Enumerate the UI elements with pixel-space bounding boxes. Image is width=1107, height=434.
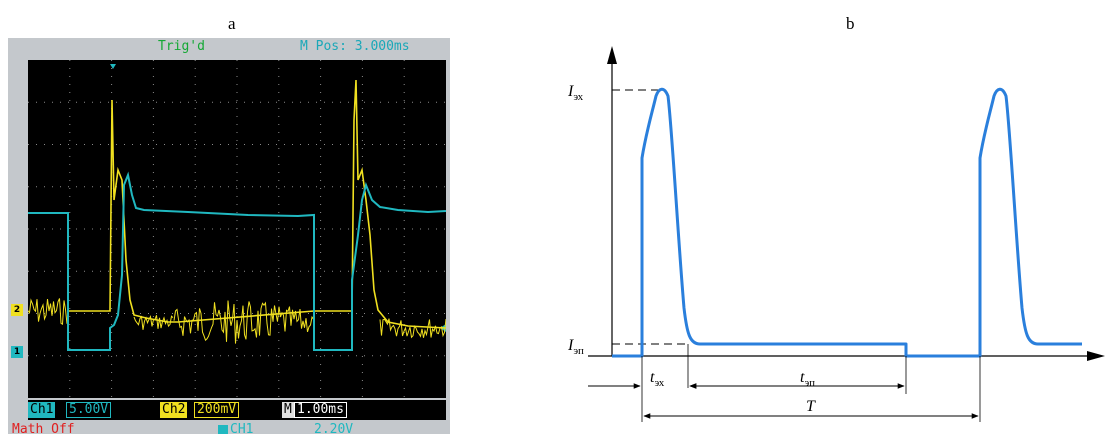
trigger-source-icon: [218, 425, 228, 434]
trigger-level: 2.20V: [314, 422, 354, 434]
y-axis-arrow: [607, 46, 617, 64]
ch2-noise-segment: [173, 300, 314, 344]
pulse-waveform: [612, 87, 1082, 358]
trigger-position-marker: [110, 64, 116, 69]
oscilloscope-traces: [28, 60, 446, 398]
scope-status-bar: Ch1 5.00V Ch2 200mV M 1.00ms: [28, 400, 446, 420]
oscilloscope-screen: [28, 60, 446, 398]
trigger-source: CH1: [230, 422, 254, 434]
period-label: T: [806, 398, 816, 415]
ch2-label: Ch2: [160, 402, 188, 418]
panel-label-b: b: [846, 14, 855, 33]
x-axis-arrow: [1087, 351, 1105, 361]
y-label-high: Iэх: [567, 83, 584, 103]
t2-label: tэп: [800, 369, 815, 389]
ch2-noise-segment: [28, 298, 68, 326]
ch2-volts-per-div: 200mV: [194, 402, 240, 418]
y-label-low: Iэп: [567, 337, 584, 357]
math-status: Math Off: [12, 422, 75, 434]
main-position-readout: M Pos: 3.000ms: [300, 39, 410, 54]
t1-label: tэх: [650, 369, 665, 389]
ch2-noise-trace: [28, 298, 446, 344]
trigger-status: Trig'd: [158, 39, 205, 54]
pulse-timing-diagram: Iэх Iэп tэх tэп T: [567, 46, 1105, 422]
ch2-ground-marker: 2: [11, 304, 23, 316]
panel-label-a: a: [228, 14, 236, 33]
ch1-volts-per-div: 5.00V: [66, 402, 112, 418]
ch1-label: Ch1: [28, 402, 56, 418]
oscilloscope-display: Trig'd M Pos: 3.000ms 2 1 Ch1 5.00V Ch2 …: [8, 38, 450, 434]
ch1-trace: [28, 171, 446, 351]
ch2-trace: [68, 79, 446, 329]
graticule: [28, 60, 446, 398]
main-timebase-scale: 1.00ms: [294, 402, 347, 418]
main-timebase-label: M: [282, 402, 294, 418]
ch1-ground-marker: 1: [11, 346, 23, 358]
